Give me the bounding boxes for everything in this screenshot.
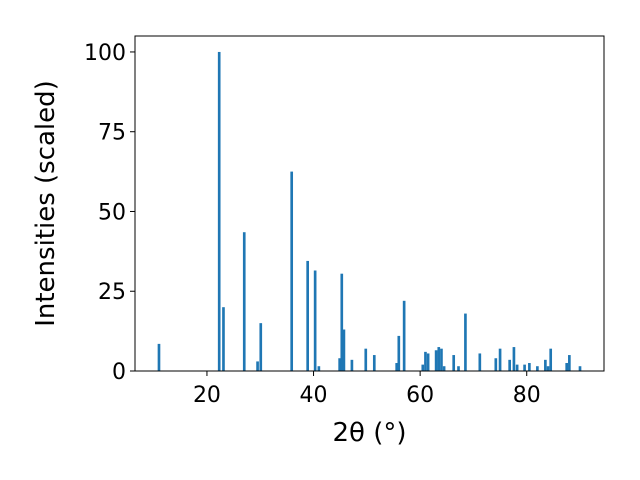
bar bbox=[523, 364, 526, 371]
bar-series bbox=[157, 51, 582, 371]
bar bbox=[364, 348, 368, 371]
bar bbox=[402, 300, 406, 371]
bar bbox=[464, 313, 467, 371]
bar bbox=[512, 347, 516, 371]
x-tick-label: 60 bbox=[406, 383, 434, 408]
bar bbox=[338, 358, 341, 371]
y-axis-label: Intensities (scaled) bbox=[31, 80, 61, 327]
y-tick-label: 0 bbox=[112, 360, 126, 385]
bar bbox=[546, 366, 550, 371]
y-tick-label: 25 bbox=[98, 280, 126, 305]
x-axis-label: 2θ (°) bbox=[332, 418, 406, 448]
bar bbox=[395, 363, 399, 371]
bar bbox=[437, 347, 441, 371]
y-tick-label: 100 bbox=[84, 41, 126, 66]
bar bbox=[317, 366, 321, 371]
bar bbox=[372, 355, 376, 371]
bar bbox=[217, 51, 221, 371]
bar bbox=[457, 366, 460, 371]
bar bbox=[397, 335, 401, 371]
bar bbox=[259, 323, 263, 371]
bar bbox=[426, 353, 430, 371]
bar bbox=[528, 363, 531, 371]
bar bbox=[342, 329, 346, 371]
bar bbox=[434, 350, 438, 371]
plot-frame bbox=[134, 35, 605, 372]
bar bbox=[350, 359, 354, 371]
bar bbox=[313, 270, 317, 371]
y-tick-label: 50 bbox=[98, 200, 126, 225]
bar bbox=[494, 358, 498, 371]
bar bbox=[498, 348, 502, 371]
bar bbox=[568, 355, 571, 371]
bar bbox=[256, 361, 259, 371]
bar bbox=[440, 348, 443, 371]
bar bbox=[508, 359, 511, 371]
x-tick-label: 80 bbox=[513, 383, 541, 408]
bar bbox=[242, 232, 246, 371]
bar bbox=[478, 353, 482, 371]
bar bbox=[565, 363, 569, 371]
bar bbox=[515, 364, 519, 371]
bar bbox=[290, 171, 294, 371]
bar bbox=[222, 307, 225, 371]
bar bbox=[340, 273, 344, 371]
plot-area bbox=[135, 36, 604, 371]
bar bbox=[544, 359, 547, 371]
bar bbox=[421, 364, 425, 371]
x-tick-label: 40 bbox=[300, 383, 328, 408]
bar bbox=[578, 366, 582, 371]
bar bbox=[452, 355, 456, 371]
x-axis-ticks: 20 40 60 80 bbox=[193, 371, 541, 408]
bar bbox=[157, 343, 161, 371]
bar bbox=[306, 260, 309, 371]
bar bbox=[549, 348, 553, 371]
y-axis-ticks: 0 25 50 75 100 bbox=[84, 41, 135, 385]
bar bbox=[442, 366, 446, 371]
bar bbox=[424, 351, 427, 371]
x-tick-label: 20 bbox=[193, 383, 221, 408]
y-tick-label: 75 bbox=[98, 121, 126, 146]
bar bbox=[536, 366, 539, 371]
